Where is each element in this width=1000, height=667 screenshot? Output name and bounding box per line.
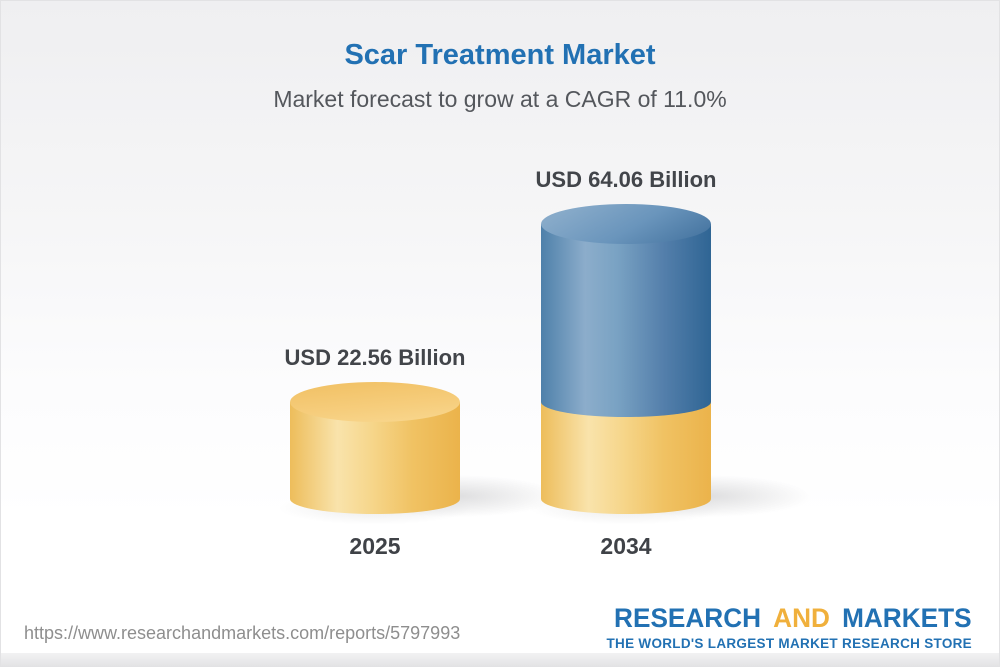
brand-word-markets: MARKETS xyxy=(842,603,972,633)
brand-word-research: RESEARCH xyxy=(614,603,762,633)
chart-subtitle: Market forecast to grow at a CAGR of 11.… xyxy=(273,86,727,112)
brand-word-and: AND xyxy=(773,603,831,633)
bar-year-label-2025: 2025 xyxy=(349,533,401,559)
chart-title: Scar Treatment Market xyxy=(344,39,656,71)
report-url: https://www.researchandmarkets.com/repor… xyxy=(24,623,461,643)
cylinder-top-face-2025 xyxy=(290,382,460,423)
brand-logo-wordmark: RESEARCH AND MARKETS xyxy=(614,603,972,634)
cylinder-base-segment-2034 xyxy=(541,402,711,514)
cylinder-growth-segment-2034 xyxy=(541,224,711,418)
brand-tagline: THE WORLD'S LARGEST MARKET RESEARCH STOR… xyxy=(606,636,972,651)
bottom-edge-strip xyxy=(1,653,999,666)
bar-year-label-2034: 2034 xyxy=(600,533,652,559)
bar-value-label-2025: USD 22.56 Billion xyxy=(284,345,466,371)
bar-value-label-2034: USD 64.06 Billion xyxy=(535,167,717,192)
cylinder-top-face-2034 xyxy=(541,204,711,244)
brand-logo: RESEARCH AND MARKETS THE WORLD'S LARGEST… xyxy=(603,603,972,651)
